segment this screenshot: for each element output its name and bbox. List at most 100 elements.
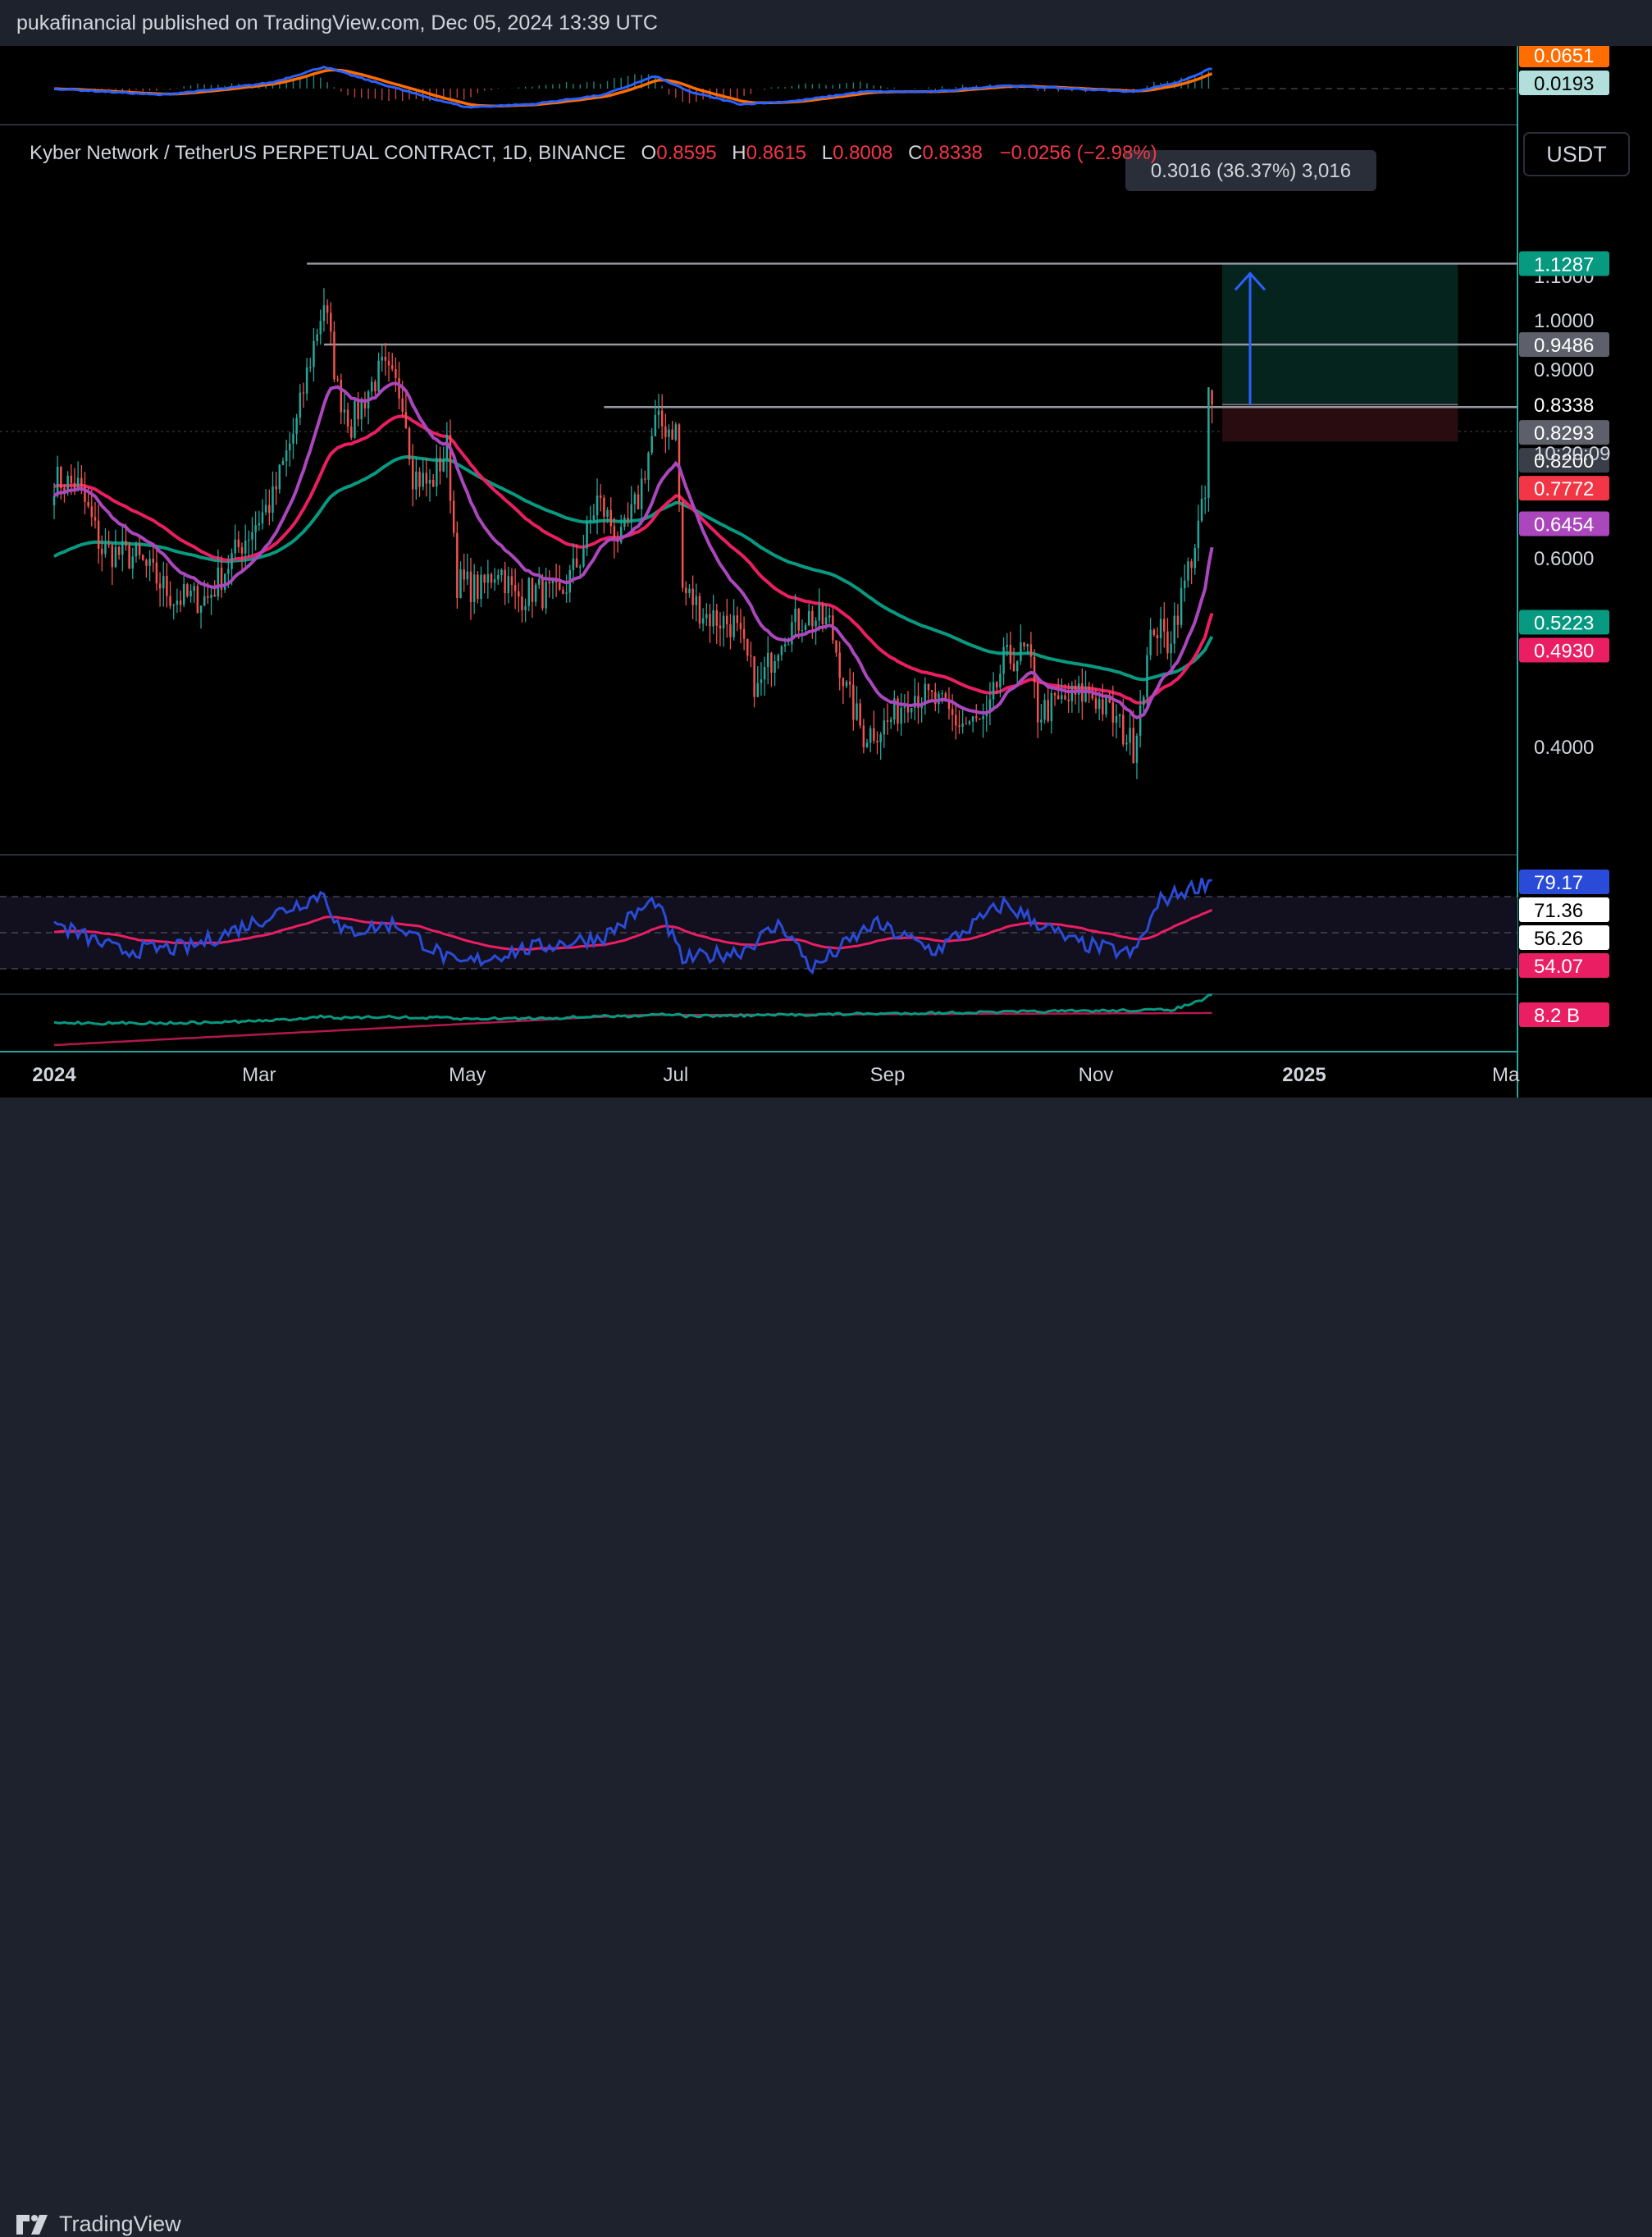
candle [97, 504, 100, 564]
candle [395, 357, 397, 392]
position-stop-zone[interactable] [1222, 404, 1458, 442]
candle [166, 563, 168, 608]
candle [84, 472, 86, 515]
candle [449, 419, 452, 514]
candle [128, 541, 130, 569]
time-axis-ticks[interactable]: 2024 Mar May Jul Sep Nov 2025 Ma [32, 1064, 1520, 1086]
candle [979, 718, 981, 720]
candle [934, 683, 937, 712]
indicator-axis-labels: 0.0651 0.0193 79.17 71.36 56.26 54.07 8.2 B [1519, 43, 1609, 1027]
candle [856, 686, 858, 721]
candle [330, 302, 332, 344]
candle [982, 703, 984, 738]
candle [220, 555, 223, 598]
candle [627, 502, 629, 527]
price-tick: 0.4000 [1534, 737, 1594, 759]
candle [965, 716, 968, 725]
candle [193, 582, 195, 603]
candle [333, 321, 335, 383]
candle [326, 299, 329, 325]
rsi-line [53, 878, 1212, 975]
candle [1094, 687, 1098, 714]
candle [251, 517, 253, 555]
candle [418, 467, 421, 497]
chart-canvas[interactable]: 0.3016 (36.37%) 3,016 Kyber Network / Te… [0, 43, 1652, 1098]
candle [422, 459, 424, 491]
candle [390, 353, 394, 372]
price-label: 0.8338 [1519, 392, 1609, 418]
candle [774, 654, 776, 687]
candle [155, 550, 158, 591]
candle [292, 418, 294, 459]
candle [179, 590, 182, 613]
volume-line [53, 993, 1212, 1026]
tradingview-logo[interactable]: TradingView [16, 2212, 181, 2237]
candle [244, 524, 247, 567]
candle [869, 725, 872, 753]
candle [811, 605, 814, 639]
candle [879, 732, 882, 760]
candle [763, 656, 766, 696]
currency-button-label[interactable]: USDT [1546, 142, 1607, 167]
candle [52, 482, 56, 519]
indicator-value-label: 0.0193 [1519, 71, 1609, 95]
candle [459, 561, 462, 599]
candle [360, 397, 363, 431]
candle [719, 612, 722, 646]
candle [968, 719, 971, 726]
candle [493, 568, 496, 591]
candle [541, 573, 544, 611]
candle [272, 471, 274, 522]
candle [172, 603, 175, 620]
candle [637, 485, 640, 510]
candle [739, 609, 742, 644]
candle [633, 491, 637, 514]
candle [1047, 688, 1049, 724]
candle [343, 393, 346, 425]
candle [842, 677, 845, 705]
candle [804, 623, 807, 632]
candle [852, 672, 855, 731]
candle [920, 697, 923, 723]
legend-text: Kyber Network / TetherUS PERPETUAL CONTR… [30, 142, 1157, 164]
candle [510, 568, 513, 597]
candle [1203, 485, 1207, 514]
candle [261, 499, 264, 530]
candle [623, 514, 626, 531]
currency-button-frame[interactable] [1523, 132, 1630, 176]
candle [248, 530, 250, 557]
candle [1184, 564, 1186, 602]
horizontal-levels[interactable] [307, 263, 1517, 409]
currency-button[interactable]: USDT [1523, 132, 1630, 176]
candle [428, 468, 431, 502]
ema-short-line [52, 381, 1214, 719]
candle [780, 644, 783, 661]
candle [302, 382, 305, 409]
candle [322, 288, 326, 332]
candle [1125, 734, 1128, 751]
price-axis-labels: 1.1287 0.9486 0.8338 0.8293 0.8200 0.7772 0.64… [1519, 251, 1609, 663]
candle [1187, 557, 1189, 588]
candle [1173, 602, 1176, 654]
candle [1115, 704, 1118, 739]
candle [893, 690, 896, 725]
candle [381, 345, 383, 372]
indicator-value-label: 79.17 [1519, 870, 1609, 894]
candle [1170, 631, 1172, 668]
candle [1029, 632, 1033, 669]
measure-tool[interactable]: 0.3016 (36.37%) 3,016 [1125, 150, 1376, 405]
candle [1156, 627, 1159, 656]
candle [186, 582, 189, 598]
candle [873, 710, 875, 744]
candle [715, 604, 719, 645]
candle [370, 377, 373, 398]
candle [500, 568, 503, 582]
candle [340, 373, 343, 425]
candle [650, 427, 653, 455]
candle [278, 463, 281, 494]
position-target-zone[interactable] [1222, 263, 1458, 405]
candle [589, 505, 591, 534]
candle [101, 535, 103, 572]
chart-area[interactable]: 0.3016 (36.37%) 3,016 Kyber Network / Te… [0, 43, 1652, 1098]
